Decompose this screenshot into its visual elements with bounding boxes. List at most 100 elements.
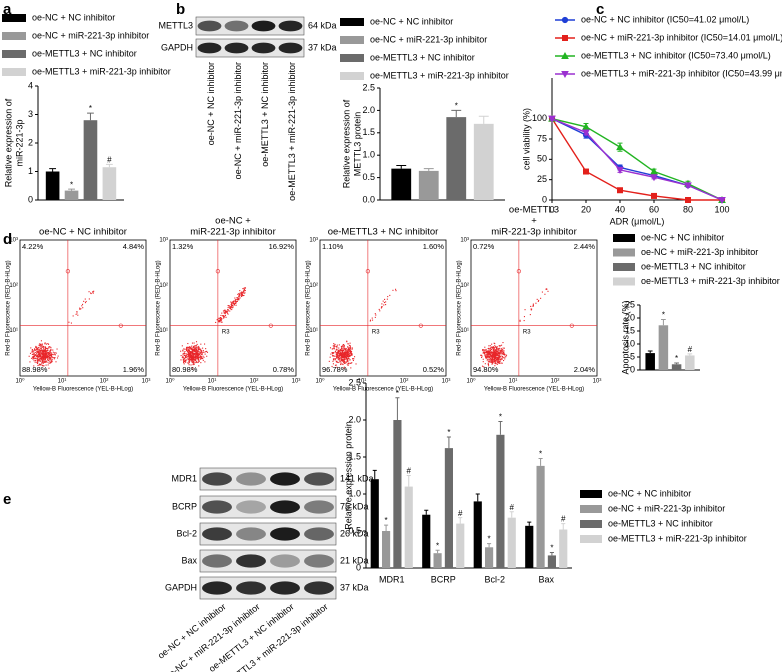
event-dot [503, 352, 505, 354]
event-dot [491, 356, 494, 358]
event-dot [222, 315, 224, 317]
event-dot [503, 356, 505, 358]
flow-y-axis-label: Red-B Fluorescence (RED-B-HLog) [457, 260, 463, 355]
event-dot [485, 350, 487, 352]
legend-label: oe-METTL3 + miR-221-3p inhibitor [608, 533, 747, 543]
y-tick-label: 2.5 [348, 377, 361, 387]
error-bar [487, 543, 492, 548]
event-dot [238, 299, 240, 301]
event-dot [34, 361, 36, 363]
event-dot [43, 361, 45, 363]
blot-size-label: 37 kDa [340, 582, 369, 592]
event-dot [192, 347, 194, 349]
event-dot [244, 287, 246, 289]
event-dot [537, 300, 539, 302]
y-tick-label: 4 [28, 80, 33, 90]
bar [433, 553, 442, 568]
lane-label: oe-NC + miR-221-3p inhibitor [233, 62, 243, 179]
event-dot [36, 359, 38, 361]
event-dot [194, 358, 196, 361]
error-bar [424, 509, 429, 515]
event-dot [200, 355, 202, 357]
event-dot [41, 346, 43, 349]
event-dot [42, 352, 44, 354]
event-dot [191, 361, 193, 363]
event-dot [484, 352, 486, 354]
event-dot [40, 344, 42, 346]
event-dot [92, 291, 94, 293]
event-dot [188, 353, 190, 355]
event-dot [189, 358, 191, 361]
blot-band [270, 500, 300, 514]
event-dot [348, 357, 350, 359]
event-dot [337, 350, 339, 352]
event-dot [483, 366, 485, 368]
event-dot [42, 359, 44, 361]
event-dot [340, 354, 342, 356]
event-dot [231, 303, 233, 305]
event-dot [197, 357, 200, 359]
event-dot [183, 352, 185, 354]
event-dot [194, 345, 196, 347]
significance-mark: * [539, 450, 542, 459]
event-dot [495, 360, 497, 362]
event-dot [239, 293, 241, 296]
quadrant-handle [215, 269, 220, 274]
event-dot [46, 357, 48, 359]
event-dot [44, 361, 46, 363]
flow-x-axis-label: Yellow-B Fluorescence (YEL-B-HLog) [333, 387, 433, 393]
event-dot [231, 309, 233, 311]
error-bar [435, 549, 440, 554]
event-dot [190, 364, 192, 366]
blot-row-label: METTL3 [158, 20, 193, 30]
event-dot [482, 349, 484, 351]
event-dot [344, 347, 346, 349]
legend-swatch [613, 234, 635, 242]
event-dot [340, 353, 342, 355]
event-dot [497, 361, 499, 363]
event-dot [41, 362, 43, 364]
event-dot [243, 294, 245, 297]
y-tick-label: 0.5 [348, 525, 361, 535]
event-dot [219, 320, 221, 322]
event-dot [519, 320, 521, 322]
event-dot [336, 344, 338, 346]
event-dot [347, 364, 349, 366]
quadrant-percent: 0.52% [423, 365, 445, 374]
event-dot [495, 353, 497, 355]
event-dot [37, 350, 39, 352]
event-dot [540, 297, 542, 299]
significance-mark: * [499, 413, 502, 422]
event-dot [489, 351, 491, 353]
event-dot [183, 357, 185, 359]
event-dot [493, 353, 495, 355]
event-dot [351, 354, 353, 356]
x-tick-label: 100 [714, 204, 729, 214]
event-dot [480, 354, 482, 356]
bar [536, 465, 545, 568]
event-dot [192, 361, 194, 363]
event-dot [493, 349, 495, 351]
event-dot [501, 349, 503, 351]
event-dot [190, 347, 192, 349]
event-dot [495, 346, 498, 349]
flow-y-axis-label: Red-B Fluorescence (RED-B-HLog) [156, 260, 162, 355]
event-dot [88, 298, 90, 300]
error-bar [446, 436, 451, 449]
blot-band [202, 500, 232, 514]
event-dot [492, 359, 494, 361]
event-dot [44, 349, 46, 352]
event-dot [486, 353, 488, 355]
x-tick-label: 80 [683, 204, 693, 214]
event-dot [195, 353, 197, 355]
event-dot [487, 359, 489, 361]
event-dot [202, 351, 204, 353]
event-dot [502, 357, 504, 359]
error-bar [549, 551, 554, 556]
event-dot [494, 365, 496, 367]
event-dot [502, 350, 504, 352]
event-dot [492, 351, 494, 353]
event-dot [198, 365, 200, 367]
event-dot [187, 350, 189, 352]
error-bar [647, 350, 653, 354]
